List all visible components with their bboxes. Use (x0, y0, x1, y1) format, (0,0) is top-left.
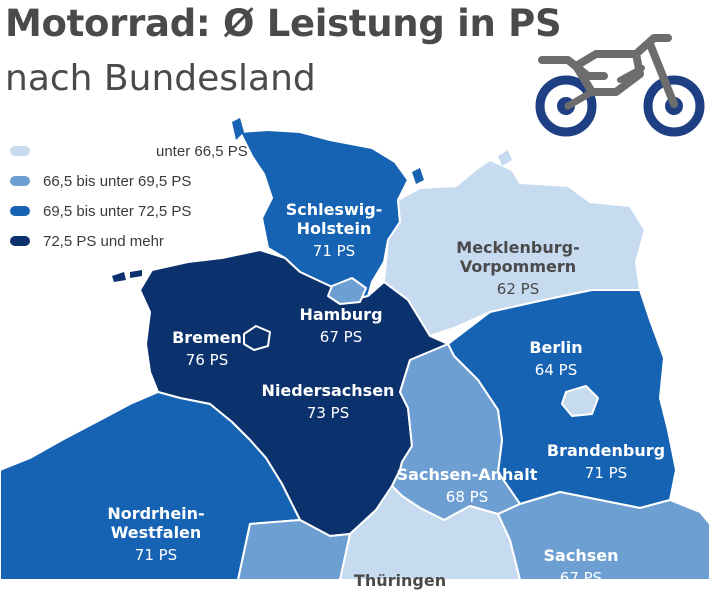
legend-label-3: 69,5 bis unter 72,5 PS (43, 202, 192, 220)
page-title: Motorrad: Ø Leistung in PS (5, 2, 562, 45)
label-thueringen: Thüringen (354, 571, 446, 590)
state-value: 62 PS (496, 280, 540, 298)
state-hamburg[interactable] (327, 277, 367, 305)
legend-item-3: 69,5 bis unter 72,5 PS (10, 196, 248, 226)
state-berlin[interactable] (561, 385, 599, 417)
islands (112, 118, 512, 282)
legend-label-1: unter 66,5 PS (156, 142, 248, 160)
state-thueringen[interactable] (339, 485, 521, 580)
label-sachsen-anhalt: Sachsen-Anhalt 68 PS (397, 465, 538, 507)
label-sachsen: Sachsen 67 PS (544, 546, 619, 588)
state-name: Nordrhein- Westfalen (107, 504, 205, 542)
legend-swatch-2 (10, 176, 30, 186)
state-name: Schleswig- Holstein (285, 200, 383, 238)
state-name: Sachsen (543, 546, 619, 565)
state-value: 76 PS (185, 351, 229, 369)
legend-swatch-1 (10, 146, 30, 156)
label-bremen: Bremen 76 PS (172, 328, 242, 370)
legend-swatch-3 (10, 206, 30, 216)
state-value: 67 PS (319, 328, 363, 346)
legend-label-4: 72,5 PS und mehr (43, 232, 164, 250)
legend-item-1: unter 66,5 PS (10, 136, 248, 166)
legend-item-2: 66,5 bis unter 69,5 PS (10, 166, 248, 196)
state-name: Sachsen-Anhalt (396, 465, 538, 484)
motorcycle-icon (535, 34, 705, 137)
state-name: Bremen (172, 328, 242, 347)
state-name: Brandenburg (546, 441, 666, 460)
state-name: Berlin (529, 338, 583, 357)
state-value: 68 PS (445, 488, 489, 506)
label-brandenburg: Brandenburg 71 PS (547, 441, 665, 483)
state-value: 71 PS (584, 464, 628, 482)
label-mecklenburg-vorpommern: Mecklenburg- Vorpommern 62 PS (456, 238, 579, 299)
state-value: 73 PS (306, 404, 350, 422)
state-name: Niedersachsen (261, 381, 395, 400)
state-name: Hamburg (299, 305, 383, 324)
label-schleswig-holstein: Schleswig- Holstein 71 PS (286, 200, 383, 261)
label-niedersachsen: Niedersachsen 73 PS (262, 381, 395, 423)
state-value: 71 PS (312, 242, 356, 260)
state-value: 71 PS (134, 546, 178, 564)
legend-swatch-4 (10, 236, 30, 246)
legend-label-2: 66,5 bis unter 69,5 PS (43, 172, 192, 190)
state-bremen[interactable] (243, 325, 271, 351)
legend: unter 66,5 PS 66,5 bis unter 69,5 PS 69,… (10, 136, 248, 256)
state-sachsen[interactable] (497, 491, 710, 580)
state-value: 64 PS (534, 361, 578, 379)
label-berlin: Berlin 64 PS (529, 338, 582, 380)
label-nordrhein-westfalen: Nordrhein- Westfalen 71 PS (107, 504, 204, 565)
state-value: 67 PS (559, 569, 603, 587)
state-name: Mecklenburg- Vorpommern (456, 238, 580, 276)
state-name: Thüringen (353, 571, 447, 590)
label-hamburg: Hamburg 67 PS (299, 305, 382, 347)
state-schleswig-holstein[interactable] (239, 129, 409, 301)
legend-item-4: 72,5 PS und mehr (10, 226, 248, 256)
page-subtitle: nach Bundesland (5, 58, 316, 99)
